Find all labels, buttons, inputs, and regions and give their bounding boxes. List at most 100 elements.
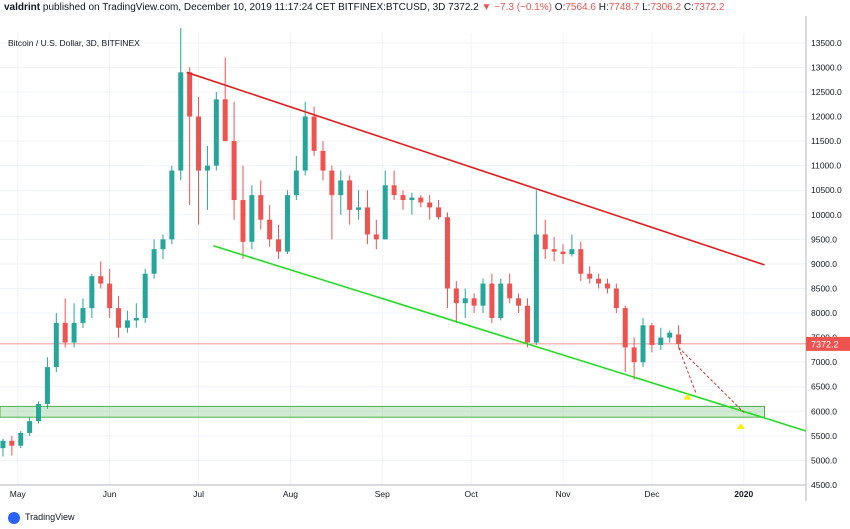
candle-body (409, 197, 415, 201)
high-value: 7748.7 (608, 2, 640, 13)
candle-body (560, 251, 566, 255)
candle-body (329, 170, 335, 196)
candle-body (604, 283, 610, 289)
candle-body (231, 141, 237, 201)
candle-body (498, 283, 504, 318)
down-arrow-icon: ▼ (481, 2, 492, 13)
candle-body (338, 180, 344, 196)
close-label: C: (683, 2, 694, 13)
y-tick-label: 10000.0 (811, 210, 842, 220)
candle-body (98, 276, 104, 284)
author-name[interactable]: valdrint (4, 2, 41, 13)
price-tag-label: 7372.2 (811, 339, 839, 349)
candle-body (187, 72, 193, 117)
candle-body (578, 249, 584, 274)
candle-body (293, 170, 299, 196)
y-tick-label: 6000.0 (811, 406, 837, 416)
candle-body (471, 298, 477, 306)
candle-body (391, 185, 397, 196)
y-tick-label: 13000.0 (811, 62, 842, 72)
support-line (213, 244, 807, 432)
x-tick-label: Oct (465, 489, 479, 499)
candle-body (284, 195, 290, 252)
x-tick-label: Jun (103, 489, 117, 499)
candle-body (640, 325, 646, 363)
candle-body (533, 234, 539, 343)
candle-body (124, 320, 130, 328)
candle-body (178, 72, 184, 171)
candle-body (373, 234, 379, 240)
candle-body (160, 239, 166, 250)
candle-body (569, 249, 575, 255)
candle-body (400, 195, 406, 201)
target-marker-icon (736, 423, 745, 430)
x-tick-label: Jul (193, 489, 204, 499)
candle-body (364, 207, 370, 235)
candle-body (107, 283, 113, 309)
candle-body (267, 219, 273, 240)
candle-body (480, 283, 486, 306)
y-tick-label: 9500.0 (811, 234, 837, 244)
candle-body (524, 305, 530, 343)
candle-body (27, 421, 33, 433)
candle-body (142, 273, 148, 318)
support-zone (0, 405, 766, 418)
symbol-code: BITFINEX:BTCUSD, 3D (338, 2, 446, 13)
y-tick-label: 11000.0 (811, 161, 841, 171)
candle-body (551, 249, 557, 252)
y-tick-label: 10500.0 (811, 185, 842, 195)
candle-body (62, 322, 68, 343)
candle-body (418, 197, 424, 203)
low-value: 7306.2 (650, 2, 682, 13)
x-tick-label: May (10, 489, 27, 499)
low-label: L: (642, 2, 651, 13)
y-tick-label: 8500.0 (811, 283, 837, 293)
x-tick-label: Dec (644, 489, 660, 499)
candle-body (649, 325, 655, 345)
candle-body (658, 337, 664, 345)
price-chart[interactable]: 4500.05000.05500.06000.06500.07000.07500… (0, 16, 850, 506)
candle-body (240, 200, 246, 242)
candle-body (489, 283, 495, 318)
target-marker-icon (683, 393, 692, 400)
candle-body (507, 283, 513, 299)
candle-body (204, 165, 210, 171)
candle-body (613, 288, 619, 309)
chart-title: Bitcoin / U.S. Dollar, 3D, BITFINEX (8, 38, 140, 48)
candle-body (542, 234, 548, 250)
candle-body (133, 317, 139, 321)
candle-body (436, 207, 442, 218)
candle-body (453, 288, 459, 304)
candle-body (622, 308, 628, 348)
price-change: −7.3 (−0.1%) (494, 2, 553, 13)
candle-body (676, 334, 682, 344)
high-label: H: (598, 2, 609, 13)
candle-body (196, 116, 202, 171)
last-price: 7372.2 (448, 2, 479, 13)
candle-body (667, 332, 673, 338)
candle-body (587, 273, 593, 279)
candle-body (44, 367, 50, 404)
x-tick-label: Aug (283, 489, 298, 499)
y-tick-label: 5500.0 (811, 431, 837, 441)
candle-body (258, 195, 264, 220)
candle-body (18, 432, 24, 446)
brand-name[interactable]: TradingView (25, 512, 75, 522)
candle-body (462, 298, 468, 304)
candle-body (516, 298, 522, 306)
projection-arrow (678, 347, 697, 395)
publish-header: valdrint published on TradingView.com, D… (0, 0, 850, 16)
tradingview-logo-icon (8, 512, 20, 524)
x-tick-label: Sep (375, 489, 390, 499)
candle-body (0, 440, 6, 449)
price-tag (806, 336, 850, 351)
candle-body (311, 116, 317, 151)
x-tick-label: 2020 (734, 489, 753, 499)
candle-body (53, 322, 59, 368)
candle-body (80, 308, 86, 323)
y-tick-label: 11500.0 (811, 136, 841, 146)
open-value: 7564.6 (565, 2, 596, 13)
y-tick-label: 5000.0 (811, 455, 837, 465)
y-tick-label: 12000.0 (811, 112, 842, 122)
open-label: O: (554, 2, 566, 13)
